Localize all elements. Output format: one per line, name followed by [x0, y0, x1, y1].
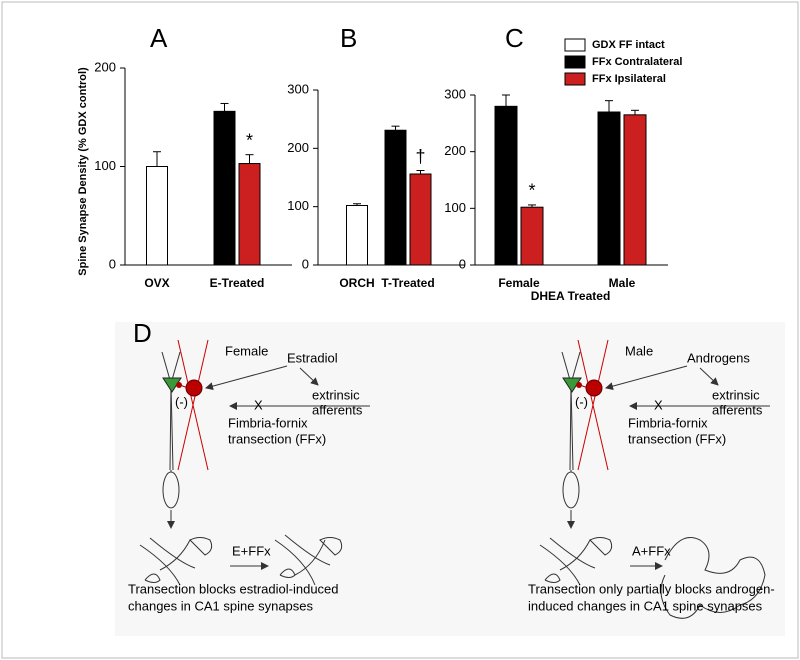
y-tick-label: 0: [302, 256, 309, 271]
legend-label: GDX FF intact: [592, 39, 665, 51]
x-tick-label: T-Treated: [381, 276, 434, 290]
y-tick-label: 200: [94, 59, 116, 74]
caption: Transection only partially blocks androg…: [528, 581, 775, 596]
significance-mark: *: [528, 181, 535, 201]
lesion-label: transection (FFx): [628, 431, 726, 446]
bar: [494, 105, 518, 266]
panel-title: Male: [625, 343, 653, 358]
caption: Transection blocks estradiol-induced: [128, 581, 339, 596]
x-tick-label: Male: [609, 276, 636, 290]
significance-mark: *: [246, 130, 253, 150]
panel-title: Female: [225, 343, 268, 358]
afferent-label: afferents: [712, 402, 763, 417]
x-tick-label: OVX: [144, 276, 169, 290]
y-tick-label: 300: [287, 81, 309, 96]
hormone-label: Estradiol: [287, 350, 338, 365]
caption: changes in CA1 spine synapses: [128, 598, 314, 613]
y-tick-label: 200: [444, 143, 466, 158]
bar: [213, 110, 236, 266]
caption: induced changes in CA1 spine synapses: [528, 598, 763, 613]
y-tick-label: 0: [459, 256, 466, 271]
diagram: D Female Estradiol(-) extrinsicafferentsXF…: [128, 318, 775, 619]
bar: [520, 206, 544, 266]
lesion-label: transection (FFx): [228, 431, 326, 446]
x-tick-label: Female: [498, 276, 540, 290]
legend-label: FFx Ipsilateral: [592, 73, 666, 85]
significance-mark: †: [415, 146, 425, 166]
inhibition-label: (-): [175, 394, 188, 409]
bar: [623, 114, 647, 266]
y-tick-label: 100: [287, 198, 309, 213]
afferent-label: afferents: [312, 402, 363, 417]
y-axis-label: Spine Synapse Density (% GDX control): [77, 67, 89, 276]
legend-label: FFx Contralateral: [592, 56, 682, 68]
hormone-label: Androgens: [687, 350, 750, 365]
cut-mark: X: [654, 397, 663, 412]
y-tick-label: 300: [444, 86, 466, 101]
panel-d-background: [115, 322, 785, 636]
inhibition-label: (-): [575, 394, 588, 409]
afferent-label: extrinsic: [312, 387, 360, 402]
y-tick-label: 0: [109, 256, 116, 271]
afferent-label: extrinsic: [712, 387, 760, 402]
y-tick-label: 100: [444, 200, 466, 215]
x-axis-label: DHEA Treated: [531, 289, 611, 303]
bar: [146, 166, 168, 266]
bar: [238, 163, 261, 266]
panel-label: A: [150, 23, 168, 53]
lesion-label: Fimbria-fornix: [228, 415, 308, 430]
lesion-label: Fimbria-fornix: [628, 415, 708, 430]
legend-swatch: [564, 72, 586, 86]
legend-swatch: [564, 38, 586, 52]
y-tick-label: 200: [287, 140, 309, 155]
bar: [346, 205, 368, 266]
x-tick-label: E-Treated: [210, 276, 265, 290]
treatment-label: A+FFx: [632, 543, 671, 558]
cut-mark: X: [254, 397, 263, 412]
legend-swatch: [564, 55, 586, 69]
charts: A 0 100 200 Spine Synapse Density (% GDX con…: [77, 23, 683, 303]
chart-panel: B 100 200 300 0 ORCH T-Treated †: [287, 23, 465, 290]
bar: [409, 173, 432, 266]
chart-panel: A 0 100 200 Spine Synapse Density (% GDX con…: [77, 23, 292, 290]
y-tick-label: 100: [94, 158, 116, 173]
spine-sketch: [660, 537, 766, 619]
bar: [597, 111, 621, 266]
panel-label: C: [505, 23, 524, 53]
panel-label: B: [340, 23, 357, 53]
panel-label: D: [133, 318, 152, 348]
x-tick-label: ORCH: [339, 276, 374, 290]
bar: [384, 129, 407, 266]
treatment-label: E+FFx: [232, 543, 271, 558]
